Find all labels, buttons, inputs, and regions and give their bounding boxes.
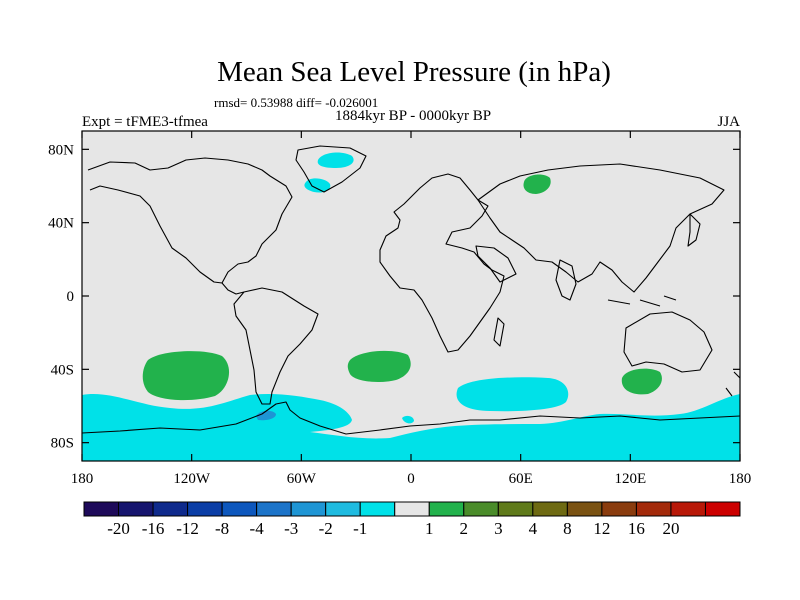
asia-coast: [477, 163, 725, 293]
colorbar-swatch: [497, 501, 534, 517]
greenland-negative-region: [304, 178, 331, 193]
colorbar-swatch: [635, 501, 672, 517]
colorbar-label: 20: [662, 519, 679, 538]
colorbar-label: 12: [593, 519, 610, 538]
colorbar-swatch: [290, 501, 327, 517]
colorbar-label: 4: [529, 519, 538, 538]
australia-coast: [623, 311, 713, 373]
colorbar-swatch: [566, 501, 603, 517]
europe-africa-coast: [379, 173, 505, 353]
colorbar-swatch: [601, 501, 637, 517]
colorbar-label: 2: [460, 519, 469, 538]
colorbar-label: -3: [284, 519, 298, 538]
colorbar-swatch: [83, 501, 120, 517]
x-tick-label: 60E: [509, 471, 533, 487]
colorbar-label: -2: [319, 519, 333, 538]
colorbar-label: 8: [563, 519, 572, 538]
greenland-coast: [295, 145, 367, 193]
south-indian-positive-region: [621, 368, 662, 395]
y-axis: 80N 40N 0 40S 80S: [48, 142, 740, 452]
stats-line: rmsd= 0.53988 diff= -0.026001: [214, 95, 378, 110]
experiment-label: Expt = tFME3-tfmea: [82, 114, 208, 130]
southern-ocean-negative-region: [82, 393, 740, 461]
period-label: 1884kyr BP - 0000kyr BP: [335, 108, 491, 124]
west-antarctic-core-region: [256, 410, 276, 421]
siberia-positive-region: [523, 174, 551, 194]
colorbar: -20 -16 -12 -8 -4 -3 -2 -1 1 2 3 4 8 12 16 20: [83, 501, 741, 538]
y-tick-label: 0: [67, 289, 75, 305]
colorbar-swatch: [359, 501, 396, 517]
chart-title: Mean Sea Level Pressure (in hPa): [217, 56, 611, 88]
season-label: JJA: [717, 114, 740, 130]
colorbar-label: -16: [142, 519, 165, 538]
colorbar-label: -12: [176, 519, 199, 538]
colorbar-swatch: [532, 501, 568, 517]
colorbar-label: 1: [425, 519, 434, 538]
arabia-coast: [475, 245, 517, 283]
india-coast: [555, 259, 577, 301]
map-area: [82, 131, 740, 461]
madagascar-coast: [493, 317, 505, 347]
new-zealand-coast: [725, 371, 740, 397]
colorbar-label: 16: [628, 519, 645, 538]
colorbar-swatch: [187, 501, 223, 517]
y-tick-label: 80N: [48, 142, 74, 158]
antarctic-coast-negative-spot: [402, 415, 414, 424]
background-field: [82, 131, 740, 461]
colorbar-label: -1: [353, 519, 367, 538]
colorbar-label: 3: [494, 519, 503, 538]
colorbar-swatch: [704, 501, 741, 517]
arctic-negative-region: [317, 152, 354, 168]
south-pacific-positive-region: [142, 351, 230, 401]
japan-coast: [687, 213, 701, 247]
colorbar-swatch: [118, 501, 154, 517]
x-tick-label: 180: [71, 471, 94, 487]
central-america-coast: [221, 282, 245, 295]
southern-indian-negative-region: [456, 377, 569, 412]
colorbar-swatch: [394, 501, 430, 517]
colorbar-swatch: [221, 501, 258, 517]
colorbar-swatch: [428, 501, 465, 517]
y-tick-label: 80S: [51, 436, 74, 452]
colorbar-label: -8: [215, 519, 229, 538]
y-tick-label: 40N: [48, 216, 74, 232]
colorbar-swatch: [256, 501, 292, 517]
y-tick-label: 40S: [51, 362, 74, 378]
x-tick-label: 120W: [173, 471, 211, 487]
x-tick-label: 120E: [614, 471, 646, 487]
x-tick-label: 60W: [287, 471, 317, 487]
colorbar-label: -20: [107, 519, 130, 538]
colorbar-label: -4: [250, 519, 265, 538]
coastlines: [82, 145, 740, 435]
x-tick-label: 0: [407, 471, 415, 487]
colorbar-swatch: [325, 501, 361, 517]
indonesia-coast: [607, 295, 677, 307]
colorbar-swatch: [152, 501, 189, 517]
x-tick-label: 180: [729, 471, 752, 487]
x-axis: 180 120W 60W 0 60E 120E 180: [71, 131, 752, 487]
north-america-coast: [87, 157, 293, 284]
antarctica-coast: [82, 401, 740, 435]
colorbar-swatch: [463, 501, 499, 517]
colorbar-swatch: [670, 501, 706, 517]
south-atlantic-positive-region: [347, 350, 411, 382]
south-america-coast: [233, 287, 319, 405]
